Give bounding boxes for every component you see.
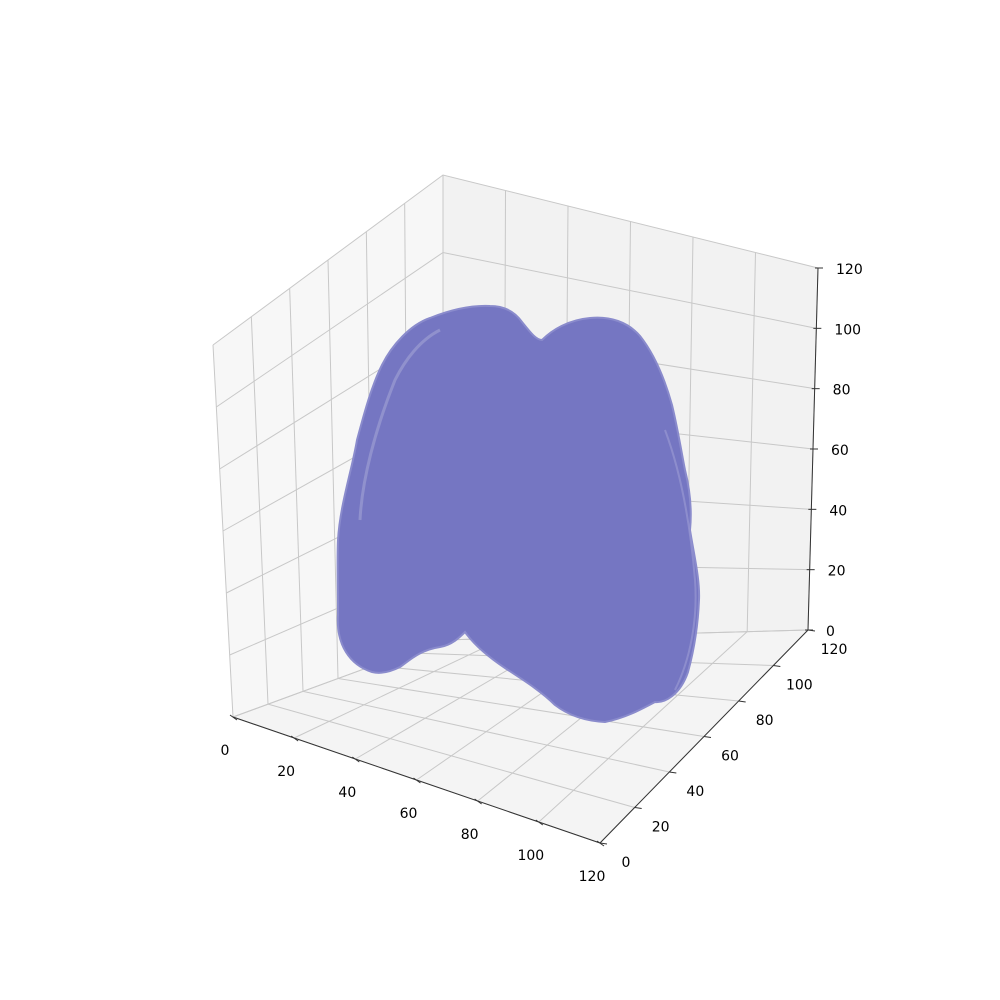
y-tick-label: 60 [721,749,739,765]
z-tick-label: 60 [831,443,849,459]
surface-highlight [358,328,441,521]
y-tick-label: 120 [821,642,848,658]
x-tick-mark [535,819,544,826]
x-tick-label: 40 [338,785,356,801]
x-tick-mark [474,798,482,805]
surface-body [336,304,701,724]
y-tick-label: 20 [652,820,670,836]
y-tick-mark [599,842,608,845]
z-tick-label: 20 [828,564,846,580]
surface-mesh [336,304,701,724]
z-tick-label: 100 [834,322,861,338]
z-tick-label: 40 [829,503,847,519]
z-tick-label: 0 [826,624,835,640]
x-tick-label: 80 [461,827,479,843]
y-tick-mark [738,700,746,703]
y-tick-mark [773,665,781,667]
y-tick-mark [703,736,712,738]
x-tick-mark [290,735,299,742]
z-gridline [212,174,819,346]
x-tick-mark [229,714,238,721]
y-tick-label: 80 [756,713,774,729]
x-tick-label: 60 [400,806,418,822]
z-tick-label: 120 [836,262,863,278]
axis-ticks: 0 20 40 60 80 100 120 0 20 40 60 80 100 120 0 20 40 60 80 1… [221,262,863,885]
x-tick-mark [413,777,421,784]
y-tick-label: 100 [786,678,813,694]
x-tick-label: 100 [517,848,544,864]
y-tick-mark [669,771,677,774]
x-tick-label: 0 [221,743,230,759]
surface-edge-right [664,429,697,691]
y-tick-label: 40 [686,784,704,800]
z-tick-label: 80 [833,383,851,399]
y-tick-label: 0 [622,855,631,871]
x-tick-label: 20 [277,764,295,780]
y-tick-mark [634,807,642,809]
x-tick-mark [352,756,360,763]
x-tick-label: 120 [579,869,606,885]
